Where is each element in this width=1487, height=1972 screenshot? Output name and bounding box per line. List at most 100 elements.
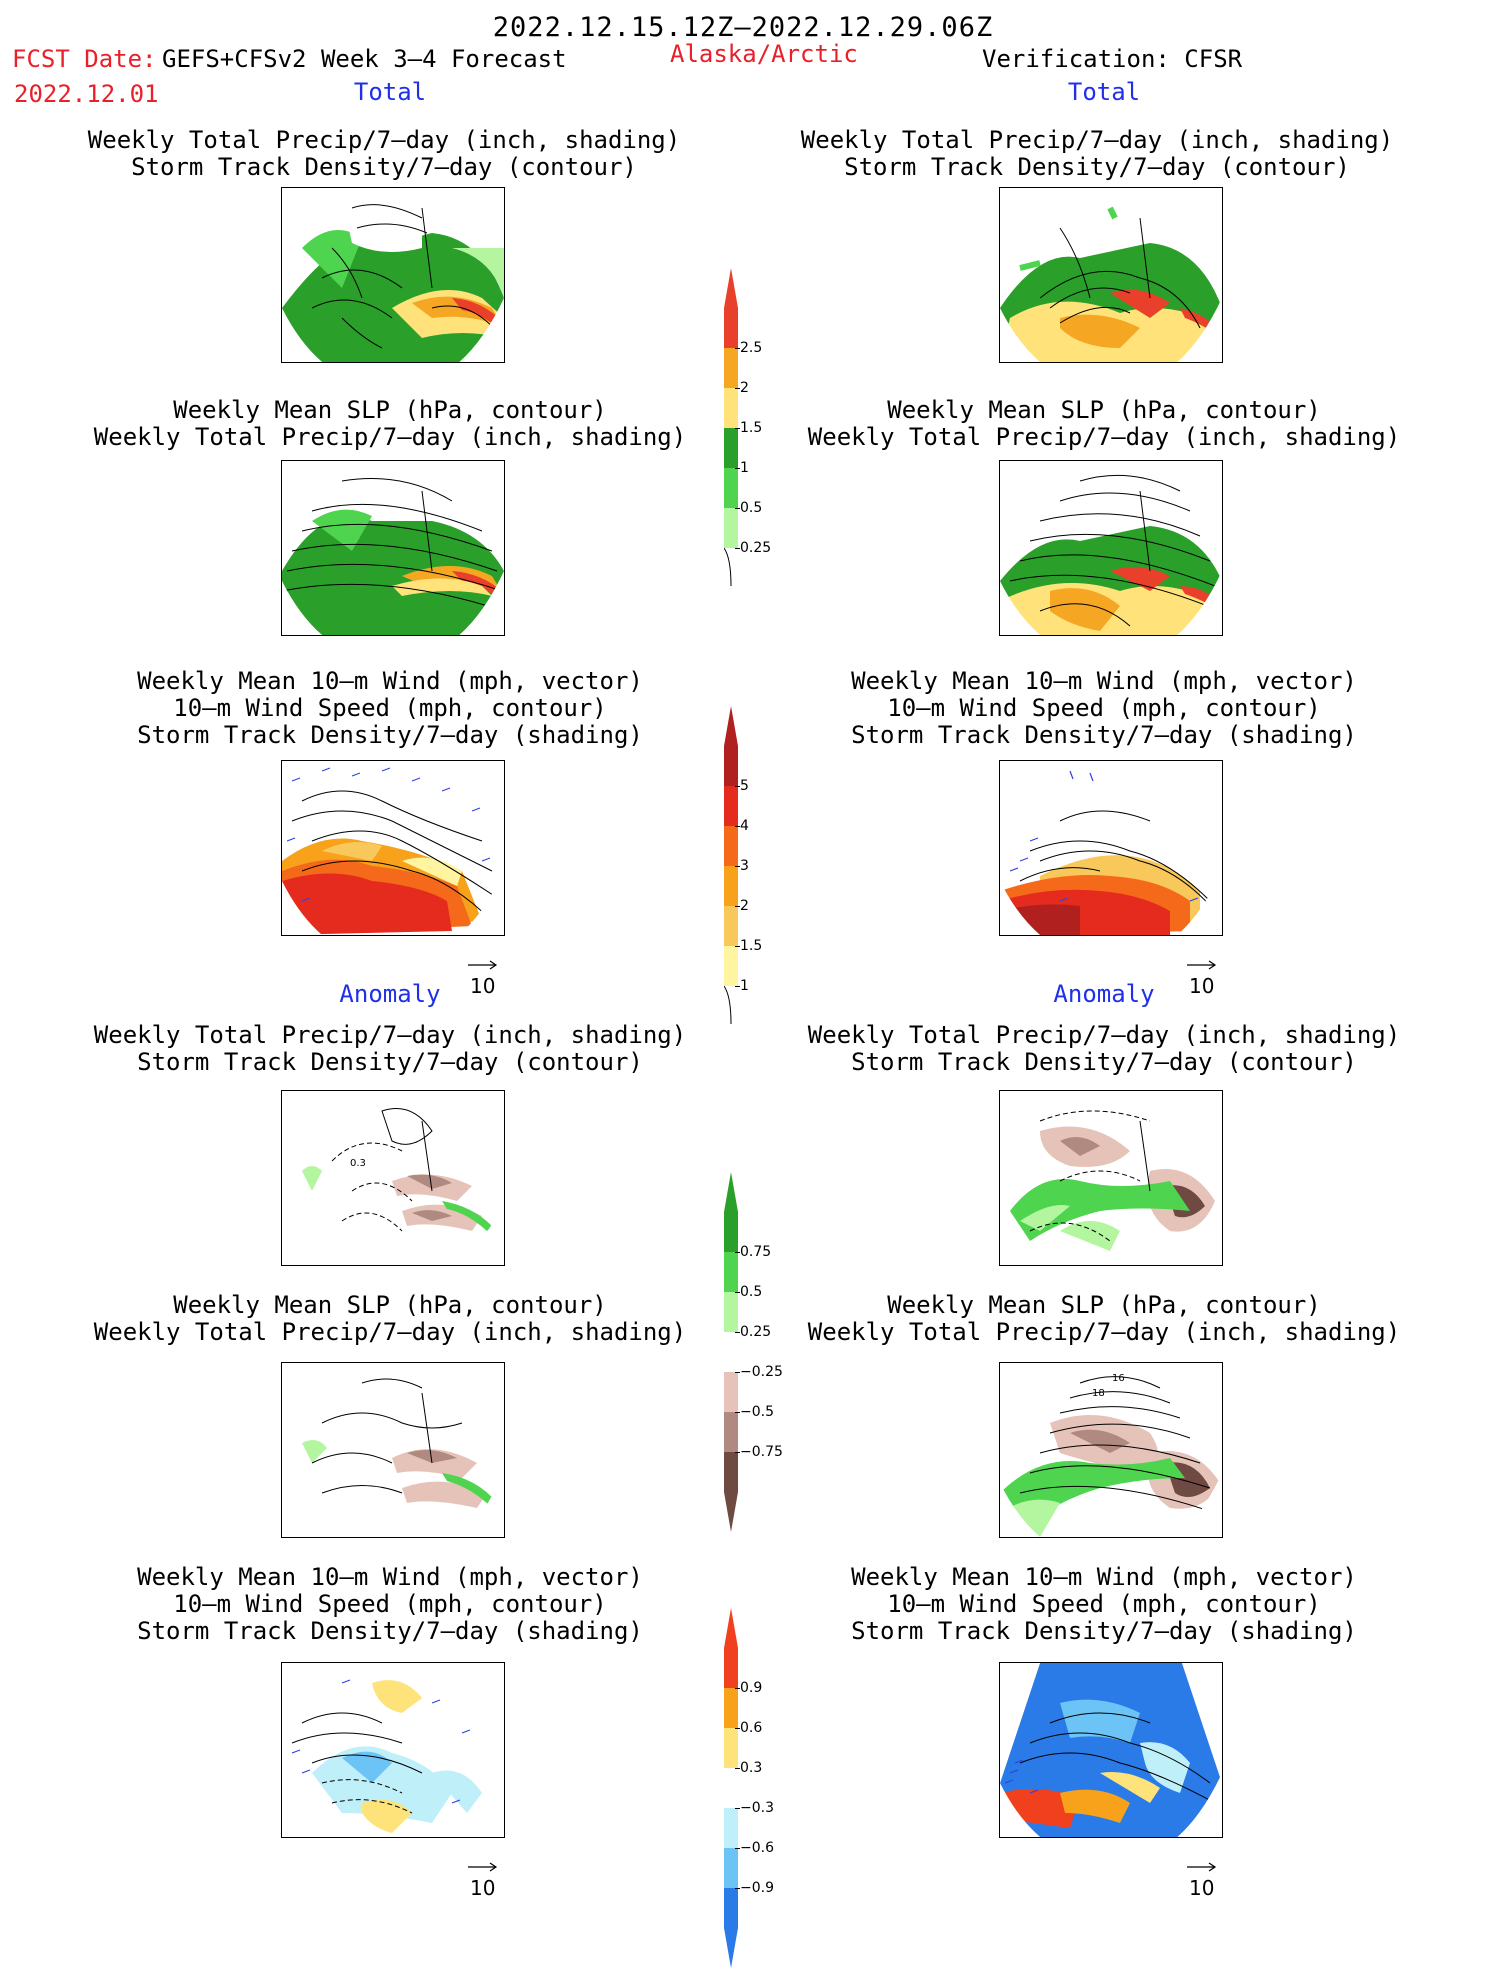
colorbar-segment: [724, 1808, 738, 1848]
section-anomaly-left: Anomaly: [339, 980, 441, 1008]
colorbar-tick-label: 2.5: [740, 340, 763, 356]
arrow-icon: [1187, 1862, 1217, 1872]
colorbar-tick: [735, 428, 740, 429]
colorbar-tick-label: 0.9: [740, 1680, 763, 1696]
colorbar-tick: [735, 1808, 740, 1809]
map-total-wind-verification: [999, 760, 1223, 936]
colorbar-tick-label: −0.5: [740, 1404, 774, 1420]
colorbar-tick: [735, 1332, 740, 1333]
title-total-slp-left: Weekly Mean SLP (hPa, contour) Weekly Tot…: [93, 396, 687, 451]
colorbar-tick: [735, 1372, 740, 1373]
map-anom-wind-forecast: [281, 1662, 505, 1838]
colorbar-tick: [735, 1292, 740, 1293]
section-total-right: Total: [1067, 78, 1141, 106]
fcst-date-value: 2022.12.01: [14, 80, 159, 108]
colorbar-tick: [735, 1252, 740, 1253]
colorbar-tick: [735, 1412, 740, 1413]
map-total-precip-forecast: [281, 187, 505, 363]
map-anom-slp-forecast: [281, 1362, 505, 1538]
colorbar-segment: [724, 1728, 738, 1768]
verification-label: Verification: CFSR: [982, 45, 1243, 73]
colorbar-segment: [724, 428, 738, 468]
colorbar-graphic: [723, 706, 738, 1025]
map-anom-wind-verification: [999, 1662, 1223, 1838]
vector-ref-total-left: 10: [466, 955, 500, 998]
colorbar-precip-total: 2.5 2 1.5 1 0.5 0.25: [723, 268, 771, 590]
title-anom-wind-right: Weekly Mean 10–m Wind (mph, vector) 10–m …: [851, 1563, 1357, 1645]
colorbar-tick: [735, 786, 740, 787]
colorbar-tick-label: 2: [740, 898, 749, 914]
colorbar-bottom-end: [723, 985, 732, 1025]
colorbar-tick: [735, 1888, 740, 1889]
colorbar-bottom-end: [723, 547, 732, 587]
contour-label-18: 18: [1092, 1388, 1105, 1399]
colorbar-segment: [724, 946, 738, 986]
colorbar-segment: [724, 1372, 738, 1412]
colorbar-tick: [735, 866, 740, 867]
colorbar-segment: [724, 308, 738, 348]
colorbar-tick: [735, 826, 740, 827]
colorbar-segment: [724, 1452, 738, 1492]
title-anom-slp-right: Weekly Mean SLP (hPa, contour) Weekly Tot…: [807, 1291, 1401, 1346]
contour-label: 0.3: [350, 1158, 366, 1169]
title-anom-precip-left: Weekly Total Precip/7–day (inch, shading…: [93, 1021, 687, 1076]
colorbar-tick: [735, 388, 740, 389]
colorbar-tick-label: −0.25: [740, 1364, 783, 1380]
colorbar-tick: [735, 1452, 740, 1453]
colorbar-bottom-end: [724, 1492, 738, 1532]
colorbar-segment: [724, 1332, 738, 1372]
colorbar-segment: [724, 1648, 738, 1688]
map-total-slp-verification: [999, 460, 1223, 636]
colorbar-segment: [724, 1212, 738, 1252]
colorbar-tick-label: 0.75: [740, 1244, 772, 1260]
map-total-slp-forecast: [281, 460, 505, 636]
colorbar-segment: [724, 786, 738, 826]
colorbar-tick-label: 1: [740, 460, 749, 476]
colorbar-tick-label: 1.5: [740, 938, 763, 954]
title-total-wind-left: Weekly Mean 10–m Wind (mph, vector) 10–m …: [137, 667, 643, 749]
colorbar-tick: [735, 548, 740, 549]
colorbar-storm-anom: 0.9 0.6 0.3 −0.3 −0.6 −0.9: [724, 1608, 774, 1972]
colorbar-top-triangle: [724, 706, 738, 746]
colorbar-graphic: [723, 268, 738, 587]
region-label: Alaska/Arctic: [670, 40, 858, 68]
colorbar-segment: [724, 1768, 738, 1808]
colorbar-tick-label: 2: [740, 380, 749, 396]
map-anom-slp-verification: 16 18: [999, 1362, 1223, 1538]
colorbar-top-triangle: [724, 268, 738, 308]
vector-ref-total-right: 10: [1185, 955, 1219, 998]
colorbar-tick-label: −0.9: [740, 1880, 774, 1896]
colorbar-tick: [735, 468, 740, 469]
colorbar-segment: [724, 468, 738, 508]
colorbar-tick: [735, 946, 740, 947]
title-anom-precip-right: Weekly Total Precip/7–day (inch, shading…: [807, 1021, 1401, 1076]
colorbar-tick-label: 5: [740, 778, 749, 794]
colorbar-segment: [724, 1292, 738, 1332]
vector-ref-anom-right: 10: [1185, 1857, 1219, 1900]
fcst-date-label: FCST Date:: [12, 45, 157, 73]
colorbar-segment: [724, 388, 738, 428]
colorbar-tick: [735, 348, 740, 349]
title-anom-wind-left: Weekly Mean 10–m Wind (mph, vector) 10–m …: [137, 1563, 643, 1645]
colorbar-tick-label: 3: [740, 858, 749, 874]
colorbar-top-triangle: [724, 1172, 738, 1212]
colorbar-segment: [724, 348, 738, 388]
colorbar-tick-label: −0.75: [740, 1444, 783, 1460]
map-total-precip-verification: [999, 187, 1223, 363]
colorbar-segment: [724, 746, 738, 786]
colorbar-tick-label: 0.25: [740, 540, 772, 556]
title-total-slp-right: Weekly Mean SLP (hPa, contour) Weekly Tot…: [807, 396, 1401, 451]
colorbar-tick-label: −0.6: [740, 1840, 774, 1856]
colorbar-tick-label: 0.5: [740, 500, 763, 516]
colorbar-tick: [735, 906, 740, 907]
arrow-icon: [468, 1862, 498, 1872]
colorbar-tick-label: 0.3: [740, 1760, 763, 1776]
colorbar-segment: [724, 1412, 738, 1452]
title-anom-slp-left: Weekly Mean SLP (hPa, contour) Weekly Tot…: [93, 1291, 687, 1346]
colorbar-tick-label: 1: [740, 978, 749, 994]
colorbar-precip-anom: 0.75 0.5 0.25 −0.25 −0.5 −0.75: [724, 1172, 783, 1536]
map-total-wind-forecast: [281, 760, 505, 936]
title-total-precip-right: Weekly Total Precip/7–day (inch, shading…: [800, 126, 1394, 181]
colorbar-tick-label: 1.5: [740, 420, 763, 436]
period-title: 2022.12.15.12Z–2022.12.29.06Z: [492, 12, 994, 43]
